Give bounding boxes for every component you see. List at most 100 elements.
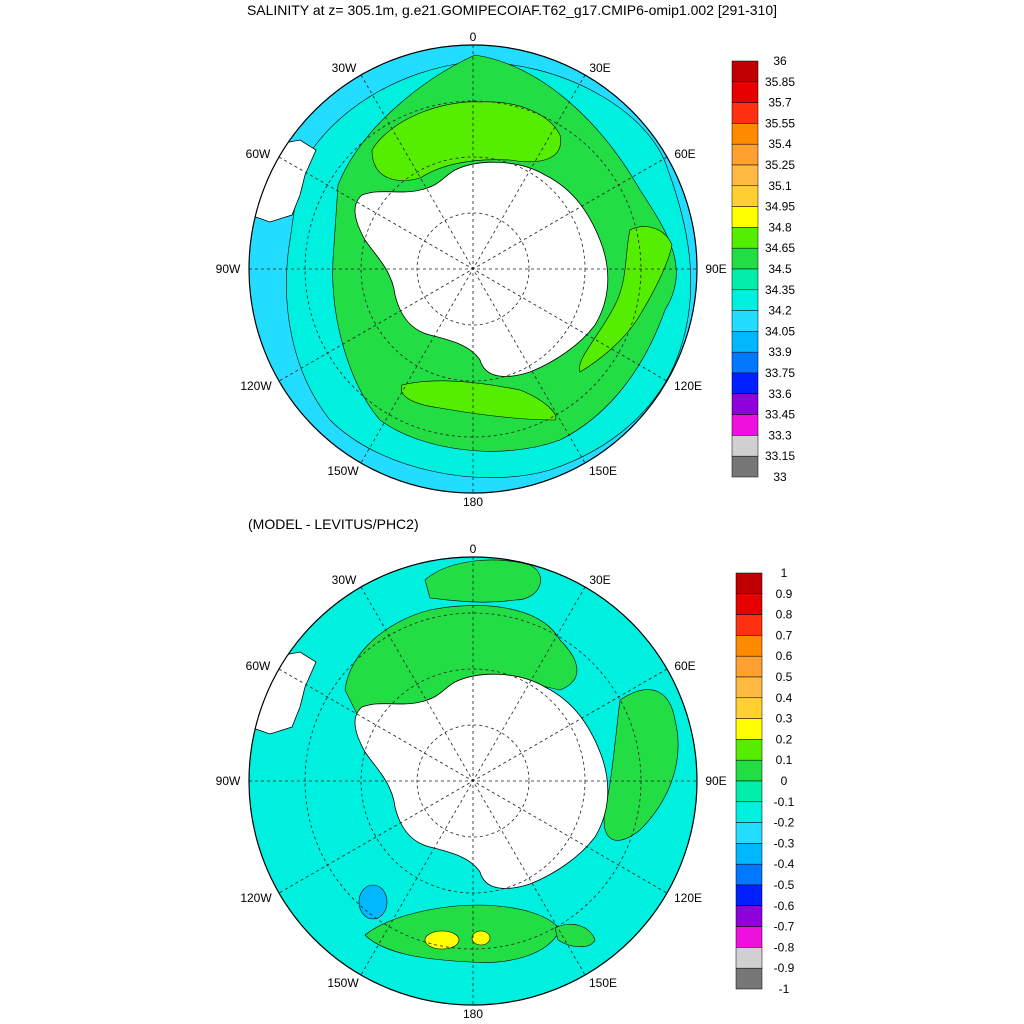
svg-text:120E: 120E [674, 379, 702, 393]
salinity-colorbar-swatch [731, 164, 759, 187]
salinity-colorbar-swatch [731, 435, 759, 457]
difference-colorbar-label: -0.3 [774, 836, 795, 850]
svg-text:120W: 120W [240, 891, 272, 905]
svg-text:30W: 30W [332, 61, 357, 75]
salinity-colorbar-label: 34.2 [768, 304, 792, 318]
svg-text:120W: 120W [240, 379, 272, 393]
salinity-colorbar-label: 36 [773, 54, 787, 68]
difference-colorbar-label: -0.8 [774, 940, 795, 954]
svg-text:30W: 30W [332, 573, 357, 587]
salinity-colorbar-swatch [731, 393, 759, 415]
salinity-colorbar-swatch [731, 206, 759, 228]
svg-text:180: 180 [463, 1007, 483, 1021]
salinity-colorbar-swatch [731, 227, 759, 249]
difference-colorbar-swatch [735, 718, 763, 740]
svg-text:60E: 60E [674, 659, 695, 673]
salinity-colorbar-label: 33.45 [765, 408, 795, 422]
difference-colorbar-label: -1 [779, 982, 790, 996]
salinity-colorbar-swatch [731, 81, 759, 103]
difference-colorbar-swatch [735, 780, 763, 803]
difference-map: 0 30E 60E 90E 120E 150E 180 150W 120W 90… [216, 542, 727, 1021]
svg-text:120E: 120E [674, 891, 702, 905]
svg-text:180: 180 [463, 495, 483, 509]
salinity-colorbar-swatch [731, 351, 759, 374]
difference-colorbar-swatch [735, 843, 763, 865]
difference-colorbar-label: 0.1 [776, 753, 793, 767]
svg-text:30E: 30E [589, 573, 610, 587]
salinity-colorbar-label: 34.35 [765, 283, 795, 297]
svg-text:60W: 60W [246, 659, 271, 673]
bottom-max-spot-west [424, 930, 460, 950]
salinity-colorbar-label: 34.5 [768, 262, 792, 276]
svg-text:150E: 150E [589, 976, 617, 990]
salinity-colorbar-label: 33.15 [765, 449, 795, 463]
difference-colorbar-label: 0.7 [776, 628, 793, 642]
svg-text:90W: 90W [216, 774, 241, 788]
difference-colorbar-swatch [735, 593, 763, 615]
bottom-ring-east [603, 689, 679, 841]
salinity-colorbar-label: 35.4 [768, 137, 792, 151]
difference-colorbar-swatch [735, 697, 763, 719]
difference-colorbar-label: 0.6 [776, 649, 793, 663]
bottom-longitude-labels: 0 30E 60E 90E 120E 150E 180 150W 120W 90… [216, 542, 727, 1021]
difference-colorbar-swatch [735, 759, 763, 782]
difference-subtitle: (MODEL - LEVITUS/PHC2) [248, 516, 419, 532]
difference-colorbar-label: 0.2 [776, 732, 793, 746]
top-antarctica [354, 161, 609, 377]
bottom-low-spot [358, 884, 388, 920]
salinity-map: 0 30E 60E 90E 120E 150E 180 150W 120W 90… [216, 30, 727, 509]
difference-colorbar-label: -0.9 [774, 961, 795, 975]
difference-colorbar-label: 0 [781, 774, 788, 788]
difference-colorbar-label: -0.4 [774, 857, 795, 871]
difference-colorbar-swatch [735, 739, 763, 761]
svg-text:150E: 150E [589, 464, 617, 478]
difference-colorbar-label: -0.2 [774, 816, 795, 830]
top-graticule [249, 45, 697, 493]
difference-colorbar-swatch [735, 884, 763, 907]
salinity-colorbar-swatch [731, 143, 759, 166]
salinity-colorbar-swatch [731, 372, 759, 395]
salinity-colorbar-swatch [731, 310, 759, 332]
difference-colorbar-swatch [735, 926, 763, 948]
difference-colorbar-label: 0.8 [776, 608, 793, 622]
top-longitude-labels: 0 30E 60E 90E 120E 150E 180 150W 120W 90… [216, 30, 727, 509]
salinity-colorbar-label: 34.05 [765, 324, 795, 338]
salinity-colorbar-swatch [731, 289, 759, 311]
difference-colorbar-swatch [735, 655, 763, 678]
difference-colorbar-label: -0.1 [774, 795, 795, 809]
difference-colorbar-swatch [735, 863, 763, 886]
difference-colorbar-label: 0.5 [776, 670, 793, 684]
difference-colorbar-swatch [735, 572, 763, 595]
salinity-colorbar-label: 33 [773, 470, 787, 484]
bottom-map-border [248, 556, 698, 1006]
salinity-colorbar-swatch [731, 60, 759, 83]
difference-colorbar: 1 0.9 0.8 0.7 0.6 0.5 0.4 0.3 0.2 0.1 0 -0.1 -0.2 -0.… [735, 566, 795, 996]
salinity-colorbar-label: 33.9 [768, 345, 792, 359]
difference-colorbar-swatch [735, 905, 763, 927]
svg-text:0: 0 [470, 542, 477, 556]
top-map-border [248, 44, 698, 494]
salinity-colorbar-label: 34.8 [768, 220, 792, 234]
svg-text:150W: 150W [327, 976, 359, 990]
difference-colorbar-label: -0.7 [774, 920, 795, 934]
top-core-north [371, 101, 561, 181]
salinity-colorbar-swatch [731, 185, 759, 207]
bottom-antarctica [354, 673, 609, 889]
svg-text:60W: 60W [246, 147, 271, 161]
svg-text:60E: 60E [674, 147, 695, 161]
salinity-colorbar-swatch [731, 414, 759, 436]
salinity-colorbar-label: 35.1 [768, 179, 792, 193]
salinity-colorbar: 36 35.85 35.7 35.55 35.4 35.25 35.1 34.95 34.8 34… [731, 54, 795, 484]
top-core-south [400, 380, 557, 421]
salinity-colorbar-swatch [731, 455, 759, 478]
difference-colorbar-swatch [735, 676, 763, 699]
salinity-colorbar-label: 33.6 [768, 387, 792, 401]
salinity-colorbar-swatch [731, 247, 759, 270]
salinity-colorbar-swatch [731, 331, 759, 353]
figure-title: SALINITY at z= 305.1m, g.e21.GOMIPECOIAF… [246, 2, 778, 18]
svg-text:30E: 30E [589, 61, 610, 75]
svg-text:150W: 150W [327, 464, 359, 478]
bottom-max-spot-east [471, 930, 491, 946]
svg-text:0: 0 [470, 30, 477, 44]
